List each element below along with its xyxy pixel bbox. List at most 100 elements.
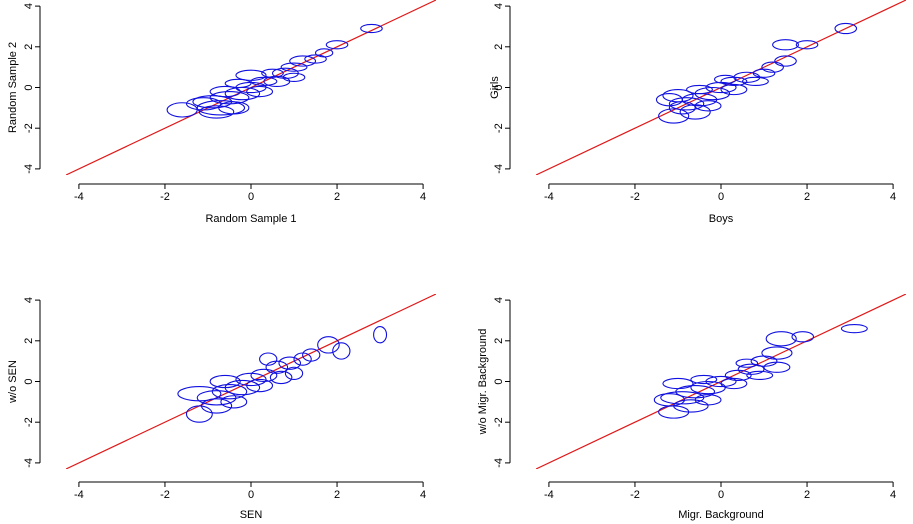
y-tick-label: -4 xyxy=(23,164,35,174)
data-ellipse xyxy=(325,40,349,50)
x-tick-label: 0 xyxy=(718,489,724,501)
data-ellipse xyxy=(694,100,722,112)
data-ellipse xyxy=(198,105,235,119)
data-ellipse xyxy=(218,101,250,115)
data-ellipse xyxy=(713,74,737,84)
data-ellipse xyxy=(774,55,797,67)
data-ellipse xyxy=(724,369,752,382)
data-ellipse xyxy=(686,84,713,95)
data-ellipse xyxy=(185,405,213,423)
x-tick-label: 4 xyxy=(890,191,896,203)
identity-line xyxy=(536,0,906,175)
y-tick-label: -2 xyxy=(493,417,505,427)
x-tick-label: -4 xyxy=(74,489,84,501)
chart-panel-1: -4 -2 0 2 4 -4 -2 0 2 4 Random Sample 1 Random Samp… xyxy=(7,0,436,225)
data-ellipse xyxy=(746,370,774,381)
data-ellipse xyxy=(196,390,237,406)
data-ellipse xyxy=(166,102,198,118)
x-tick-label: -2 xyxy=(160,489,170,501)
y-tick-label: 0 xyxy=(23,84,35,90)
data-ellipse xyxy=(772,39,799,51)
data-ellipse xyxy=(332,342,351,360)
y-axis-label: Random Sample 2 xyxy=(7,42,19,133)
data-ellipse xyxy=(791,331,815,343)
y-tick-label: -2 xyxy=(23,417,35,427)
y-tick-label: -2 xyxy=(493,123,505,133)
data-ellipse xyxy=(761,61,784,73)
y-axis-label: w/o Migr. Background xyxy=(477,329,489,436)
x-tick-label: -4 xyxy=(544,191,554,203)
data-ellipse xyxy=(720,83,748,96)
data-ellipse xyxy=(211,384,248,400)
data-ellipse xyxy=(834,22,858,35)
data-ellipse xyxy=(735,358,759,368)
data-ellipse xyxy=(284,366,304,381)
data-ellipse xyxy=(261,68,284,78)
x-tick-label: 2 xyxy=(804,191,810,203)
data-ellipse xyxy=(373,326,388,344)
data-ellipse xyxy=(662,377,694,390)
y-tick-label: -4 xyxy=(493,164,505,174)
x-axis-label: Migr. Background xyxy=(678,509,764,521)
data-ellipse xyxy=(658,108,690,124)
y-tick-label: 4 xyxy=(23,297,35,303)
data-ellipse xyxy=(220,395,248,409)
data-ellipse xyxy=(795,40,819,50)
data-ellipse xyxy=(269,370,293,385)
y-tick-label: 4 xyxy=(23,3,35,9)
data-ellipse xyxy=(690,374,718,385)
data-ellipse xyxy=(209,374,241,389)
x-axis-label: Boys xyxy=(709,213,734,225)
data-ellipse xyxy=(720,377,748,390)
data-ellipse xyxy=(840,323,868,334)
x-tick-label: 4 xyxy=(420,489,426,501)
x-tick-label: 2 xyxy=(334,191,340,203)
y-tick-label: 2 xyxy=(23,338,35,344)
data-ellipse xyxy=(304,54,327,64)
data-ellipse xyxy=(750,355,778,367)
y-tick-label: -4 xyxy=(493,458,505,468)
y-tick-label: 0 xyxy=(493,378,505,384)
y-tick-label: 4 xyxy=(493,3,505,9)
y-tick-label: -2 xyxy=(23,123,35,133)
data-ellipse xyxy=(177,386,222,402)
y-axis-label: Girls xyxy=(489,76,501,99)
data-ellipse xyxy=(282,72,306,82)
x-tick-label: 2 xyxy=(804,489,810,501)
data-ellipse xyxy=(235,372,267,387)
y-tick-label: 0 xyxy=(23,378,35,384)
data-ellipse xyxy=(246,85,274,98)
x-axis-label: SEN xyxy=(240,509,263,521)
data-ellipse xyxy=(360,23,383,34)
y-tick-label: 4 xyxy=(493,297,505,303)
x-tick-label: 4 xyxy=(420,191,426,203)
y-tick-label: 2 xyxy=(23,44,35,50)
data-ellipse xyxy=(668,97,705,111)
data-ellipse xyxy=(259,352,278,366)
x-axis-label: Random Sample 1 xyxy=(205,213,296,225)
data-ellipse xyxy=(224,78,252,89)
data-ellipse xyxy=(235,69,267,81)
y-tick-label: 2 xyxy=(493,338,505,344)
data-ellipse xyxy=(660,391,705,405)
y-tick-label: 0 xyxy=(493,84,505,90)
data-ellipse xyxy=(761,346,793,360)
x-tick-label: -2 xyxy=(160,191,170,203)
x-tick-label: -4 xyxy=(544,489,554,501)
y-tick-label: -4 xyxy=(23,458,35,468)
x-tick-label: -2 xyxy=(630,489,640,501)
chart-panel-2: -4 -2 0 2 4 -4 -2 0 2 4 Boys Girls xyxy=(489,0,906,225)
data-ellipse xyxy=(741,76,769,87)
data-ellipse xyxy=(185,97,222,111)
x-tick-label: 0 xyxy=(248,489,254,501)
x-tick-label: -4 xyxy=(74,191,84,203)
data-ellipse xyxy=(293,352,312,366)
data-ellipse xyxy=(246,378,274,393)
y-axis-label: w/o SEN xyxy=(7,360,19,404)
data-ellipse xyxy=(250,368,278,383)
chart-panel-4: -4 -2 0 2 4 -4 -2 0 2 4 Migr. Background w/o Migr. … xyxy=(477,294,906,521)
data-ellipse xyxy=(668,101,696,115)
data-ellipse xyxy=(765,331,797,347)
x-tick-label: 0 xyxy=(718,191,724,203)
